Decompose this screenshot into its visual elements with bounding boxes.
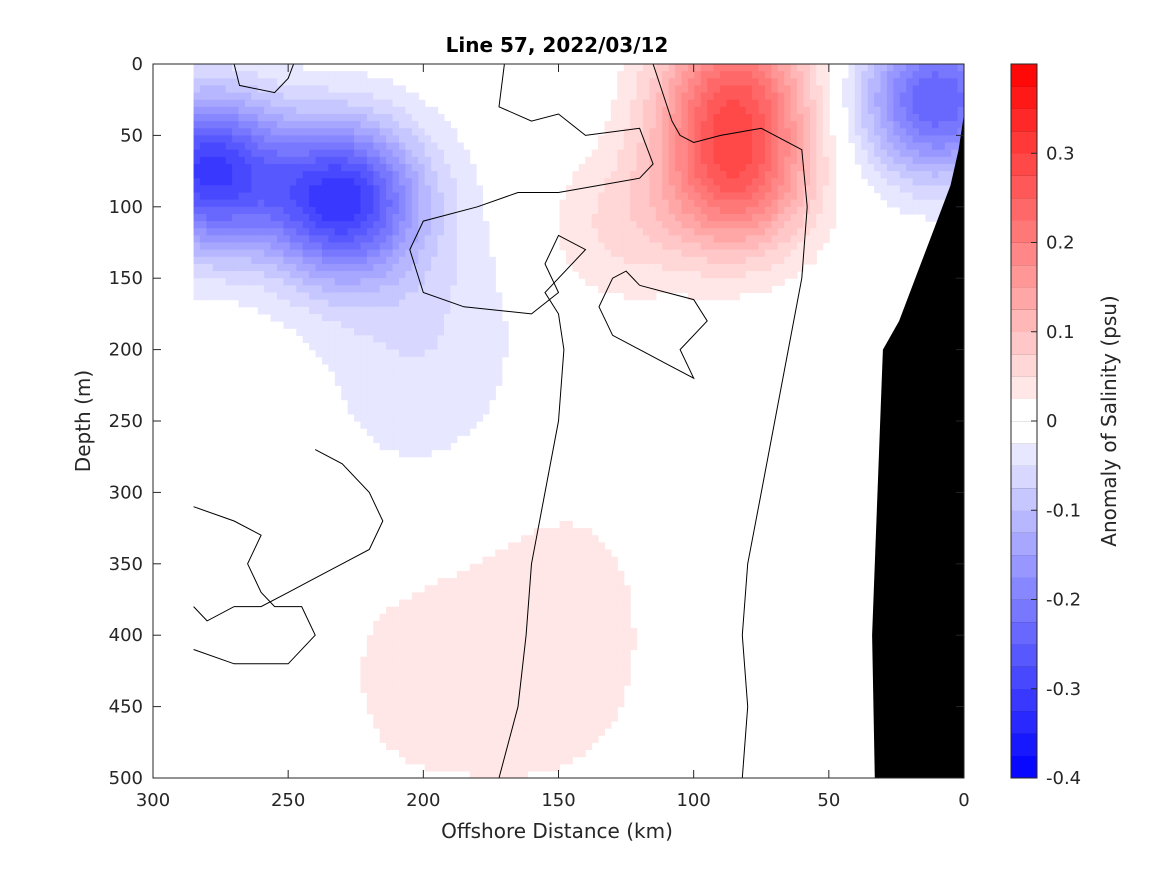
plot-area: 300 250 200 150 100 50 0 050100150200250300350… — [109, 54, 970, 811]
x-tick-label: 300 — [136, 790, 170, 811]
y-tick-label: 400 — [109, 625, 143, 646]
y-tick-label: 300 — [109, 482, 143, 503]
colorbar-tick-label: 0.1 — [1046, 322, 1075, 343]
colorbar-swatch — [1011, 421, 1037, 444]
colorbar-swatch — [1011, 108, 1037, 132]
colorbar-swatch — [1011, 532, 1037, 556]
salinity-anomaly-field — [193, 64, 964, 778]
colorbar-tick-label: 0.3 — [1046, 143, 1075, 164]
colorbar-swatch — [1011, 398, 1037, 422]
colorbar-swatch — [1011, 130, 1037, 154]
colorbar-swatch — [1011, 354, 1037, 377]
x-tick-label: 0 — [958, 790, 969, 811]
x-tick-label: 100 — [676, 790, 710, 811]
x-tick-label: 50 — [817, 790, 840, 811]
colorbar-tick-label: -0.1 — [1046, 500, 1081, 521]
x-tick-label: 250 — [271, 790, 305, 811]
y-tick-label: 250 — [109, 411, 143, 432]
y-tick-label: 200 — [109, 340, 143, 361]
colorbar-swatch — [1011, 510, 1037, 533]
colorbar: 0.3 0.2 0.1 0 -0.1 -0.2 -0.3 -0.4 — [1010, 63, 1081, 789]
colorbar-swatch — [1011, 153, 1037, 176]
y-axis-ticks: 0 50 100 150 200 250 300 350 400 450 500 — [109, 54, 964, 789]
y-tick-label: 50 — [120, 125, 143, 146]
colorbar-swatch — [1011, 376, 1037, 399]
colorbar-swatch — [1011, 242, 1037, 266]
colorbar-swatch — [1011, 64, 1037, 87]
y-tick-label: 0 — [132, 54, 143, 75]
colorbar-swatch — [1011, 666, 1037, 690]
colorbar-swatch — [1011, 711, 1037, 734]
colorbar-label: Anomaly of Salinity (psu) — [1097, 295, 1121, 546]
zero-contours — [193, 64, 808, 778]
y-tick-label: 450 — [109, 697, 143, 718]
colorbar-swatch — [1011, 465, 1037, 489]
seafloor-bathymetry — [872, 114, 964, 778]
colorbar-swatch — [1011, 309, 1037, 333]
colorbar-swatch — [1011, 644, 1037, 667]
x-axis-ticks: 300 250 200 150 100 50 0 — [136, 64, 970, 811]
x-axis-label: Offshore Distance (km) — [441, 819, 673, 843]
colorbar-tick-label: -0.3 — [1046, 679, 1081, 700]
colorbar-swatch — [1011, 220, 1037, 243]
colorbar-swatch — [1011, 287, 1037, 310]
x-tick-label: 200 — [406, 790, 440, 811]
colorbar-tick-label: -0.2 — [1046, 590, 1081, 611]
colorbar-swatch — [1011, 443, 1037, 466]
y-axis-label: Depth (m) — [71, 370, 95, 472]
colorbar-swatch — [1011, 755, 1037, 779]
colorbar-tick-label: 0.2 — [1046, 233, 1075, 254]
y-tick-label: 500 — [109, 768, 143, 789]
y-tick-label: 350 — [109, 554, 143, 575]
colorbar-swatch — [1011, 577, 1037, 600]
colorbar-swatch — [1011, 688, 1037, 712]
colorbar-ticks: 0.3 0.2 0.1 0 -0.1 -0.2 -0.3 -0.4 — [1031, 143, 1081, 789]
colorbar-swatch — [1011, 554, 1037, 578]
colorbar-swatch — [1011, 175, 1037, 199]
colorbar-swatch — [1011, 599, 1037, 623]
colorbar-tick-label: 0 — [1046, 411, 1057, 432]
colorbar-swatch — [1011, 264, 1037, 288]
y-tick-label: 150 — [109, 268, 143, 289]
x-tick-label: 150 — [541, 790, 575, 811]
colorbar-swatch — [1011, 733, 1037, 756]
colorbar-swatch — [1011, 487, 1037, 511]
colorbar-swatch — [1011, 331, 1037, 355]
colorbar-swatch — [1011, 621, 1037, 645]
colorbar-swatch — [1011, 86, 1037, 109]
colorbar-tick-label: -0.4 — [1046, 768, 1081, 789]
colorbar-swatch — [1011, 197, 1037, 221]
y-tick-label: 100 — [109, 197, 143, 218]
chart-title: Line 57, 2022/03/12 — [446, 33, 669, 57]
colorbar-swatches — [1011, 63, 1037, 779]
